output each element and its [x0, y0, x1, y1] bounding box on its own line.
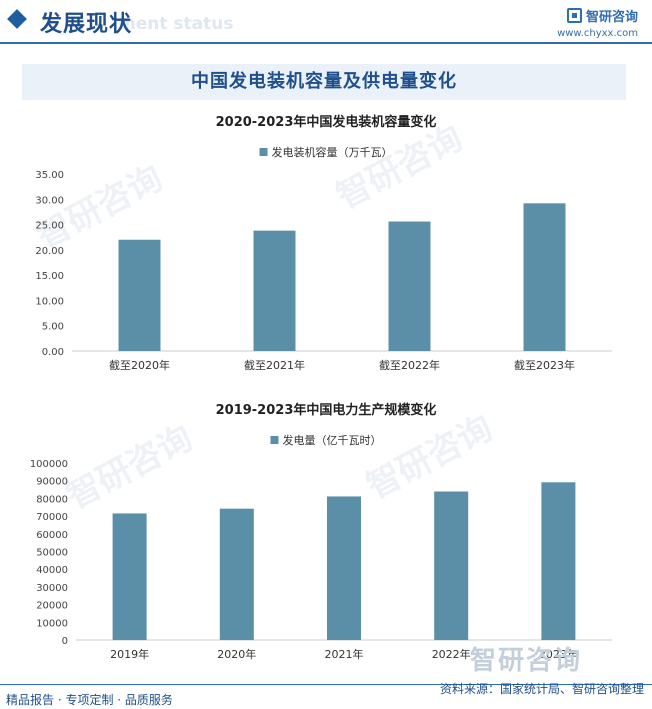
x-tick-label: 2019年: [110, 647, 149, 661]
y-tick-label: 20.00: [35, 246, 64, 257]
bar: [118, 239, 161, 351]
y-tick-label: 70000: [36, 512, 68, 523]
bar: [434, 491, 469, 640]
footer-source: 资料来源：国家统计局、智研咨询整理: [439, 682, 644, 696]
y-tick-label: 5.00: [42, 322, 64, 333]
y-tick-label: 40000: [36, 565, 68, 576]
page-title: 发展现状: [40, 12, 133, 37]
bar: [219, 508, 254, 640]
diamond-icon: [7, 9, 27, 29]
x-tick-label: 2021年: [325, 647, 364, 661]
x-tick-label: 截至2023年: [514, 358, 575, 372]
y-tick-label: 50000: [36, 548, 68, 559]
bar: [253, 230, 296, 351]
y-tick-label: 10000: [36, 618, 68, 629]
y-tick-label: 30000: [36, 583, 68, 594]
y-tick-label: 15.00: [35, 271, 64, 282]
footer-brand-logo: 智研咨询: [470, 646, 583, 676]
logo-icon: [566, 8, 582, 23]
y-tick-label: 10.00: [35, 296, 64, 307]
y-tick-label: 0.00: [42, 347, 64, 358]
y-tick-label: 35.00: [35, 170, 64, 181]
y-tick-label: 60000: [36, 530, 68, 541]
y-tick-label: 30.00: [35, 195, 64, 206]
logo-url: www.chyxx.com: [557, 28, 638, 39]
y-tick-label: 0: [62, 636, 68, 647]
bar: [112, 513, 147, 640]
section-banner: 中国发电装机容量及供电量变化: [22, 64, 626, 100]
bar: [523, 203, 566, 351]
y-tick-label: 80000: [36, 494, 68, 505]
legend-label: 发电量（亿千瓦时）: [283, 433, 382, 447]
x-tick-label: 2022年: [432, 647, 471, 661]
x-tick-label: 截至2021年: [244, 358, 305, 372]
brand-logo: 智研咨询 www.chyxx.com: [557, 6, 638, 39]
legend-swatch: [259, 148, 268, 156]
x-tick-label: 2023年: [539, 647, 578, 661]
legend-label: 发电装机容量（万千瓦）: [272, 145, 393, 159]
bar: [388, 221, 431, 351]
header-ghost-text: ment status: [118, 14, 234, 34]
legend-swatch: [270, 436, 279, 444]
x-tick-label: 2020年: [217, 647, 256, 661]
x-tick-label: 截至2020年: [109, 358, 170, 372]
chart-title: 2019-2023年中国电力生产规模变化: [216, 402, 437, 418]
header: ment status 发展现状 智研咨询 www.chyxx.com: [0, 0, 652, 44]
y-tick-label: 25.00: [35, 221, 64, 232]
chart-title: 2020-2023年中国发电装机容量变化: [216, 114, 437, 130]
footer-slogan: 精品报告 · 专项定制 · 品质服务: [6, 693, 173, 707]
logo-name: 智研咨询: [585, 10, 638, 25]
y-tick-label: 90000: [36, 477, 68, 488]
x-tick-label: 截至2022年: [379, 358, 440, 372]
y-tick-label: 100000: [30, 459, 68, 470]
y-tick-label: 20000: [36, 601, 68, 612]
header-divider: [0, 42, 652, 44]
bar: [327, 496, 361, 640]
bar: [541, 482, 576, 640]
footer-divider: [0, 684, 652, 685]
